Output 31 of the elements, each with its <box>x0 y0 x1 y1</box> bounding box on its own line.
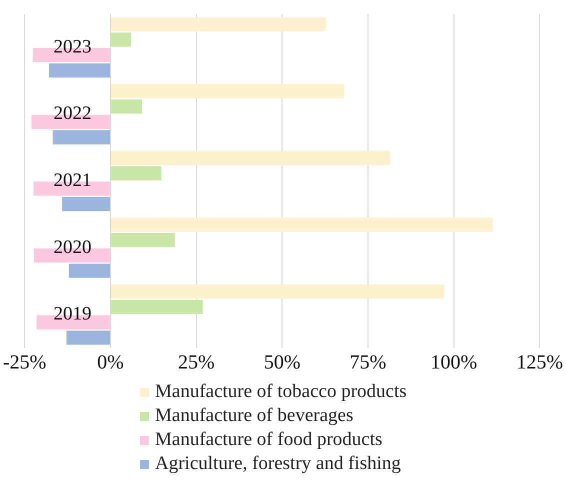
bar <box>110 300 203 314</box>
x-tick-label: 75% <box>350 351 386 374</box>
x-tick-label: 25% <box>178 351 215 374</box>
bar <box>52 130 110 144</box>
x-tick-label: 0% <box>97 351 124 374</box>
x-tick-label: 50% <box>264 351 300 374</box>
x-tick-label: 125% <box>516 351 564 374</box>
bar <box>110 233 176 248</box>
bar <box>110 166 162 180</box>
legend-label: Agriculture, forestry and fishing <box>155 453 401 475</box>
bar <box>49 63 110 78</box>
bar <box>110 32 132 47</box>
x-tick-label: -25% <box>2 351 46 374</box>
bar <box>110 84 344 98</box>
bar <box>68 264 110 278</box>
bar <box>110 150 390 166</box>
bar <box>110 99 142 114</box>
legend-label: Manufacture of beverages <box>155 405 354 427</box>
bar <box>66 330 110 345</box>
x-tick-label: 100% <box>430 351 478 374</box>
y-tick-label: 2019 <box>53 304 92 325</box>
legend-label: Manufacture of tobacco products <box>155 381 407 403</box>
legend-label: Manufacture of food products <box>155 429 382 451</box>
y-tick-label: 2020 <box>53 236 92 258</box>
y-tick-label: 2021 <box>53 170 92 191</box>
bar <box>110 218 493 232</box>
y-tick-label: 2023 <box>53 36 92 58</box>
bar <box>62 196 110 212</box>
bar <box>110 17 326 32</box>
bar <box>110 284 444 299</box>
y-tick-label: 2022 <box>53 103 92 124</box>
